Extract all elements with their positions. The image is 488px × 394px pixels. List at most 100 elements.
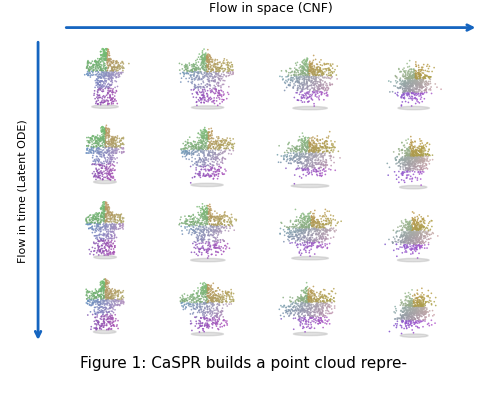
Point bbox=[103, 216, 111, 223]
Point bbox=[411, 152, 419, 159]
Point bbox=[312, 67, 320, 73]
Point bbox=[219, 155, 226, 162]
Point bbox=[105, 151, 113, 157]
Point bbox=[220, 141, 227, 147]
Point bbox=[109, 209, 117, 215]
Point bbox=[416, 84, 424, 91]
Point bbox=[302, 247, 309, 254]
Point bbox=[206, 295, 214, 301]
Point bbox=[102, 125, 110, 131]
Point bbox=[196, 230, 204, 236]
Point bbox=[401, 153, 409, 160]
Point bbox=[96, 56, 103, 63]
Point bbox=[88, 145, 96, 152]
Point bbox=[99, 295, 107, 301]
Point bbox=[90, 169, 98, 175]
Point bbox=[204, 68, 212, 74]
Point bbox=[301, 239, 308, 245]
Point bbox=[221, 222, 228, 228]
Point bbox=[419, 305, 427, 311]
Point bbox=[183, 304, 190, 310]
Point bbox=[195, 75, 203, 81]
Point bbox=[407, 299, 414, 305]
Point bbox=[407, 313, 415, 320]
Point bbox=[212, 215, 220, 221]
Point bbox=[180, 147, 188, 154]
Point bbox=[214, 171, 222, 177]
Point bbox=[286, 156, 294, 162]
Point bbox=[293, 78, 301, 85]
Point bbox=[118, 59, 126, 66]
Point bbox=[207, 231, 215, 238]
Point bbox=[186, 62, 194, 68]
Point bbox=[419, 239, 427, 245]
Point bbox=[119, 214, 126, 221]
Point bbox=[315, 68, 323, 74]
Point bbox=[105, 143, 113, 150]
Point bbox=[318, 170, 326, 176]
Point bbox=[198, 250, 206, 256]
Point bbox=[100, 152, 107, 159]
Point bbox=[315, 224, 323, 230]
Point bbox=[418, 301, 426, 308]
Point bbox=[304, 84, 311, 91]
Point bbox=[301, 141, 308, 147]
Point bbox=[307, 80, 315, 86]
Point bbox=[306, 315, 314, 321]
Point bbox=[197, 145, 204, 152]
Point bbox=[214, 217, 222, 223]
Point bbox=[398, 82, 406, 88]
Point bbox=[412, 74, 420, 80]
Point bbox=[103, 72, 111, 78]
Point bbox=[119, 293, 126, 299]
Point bbox=[407, 155, 415, 162]
Point bbox=[305, 157, 312, 164]
Point bbox=[298, 95, 306, 101]
Point bbox=[417, 234, 425, 240]
Point bbox=[416, 73, 424, 79]
Point bbox=[102, 53, 110, 59]
Point bbox=[221, 243, 229, 249]
Point bbox=[299, 167, 306, 174]
Point bbox=[320, 81, 327, 87]
Point bbox=[183, 71, 191, 77]
Point bbox=[190, 224, 198, 230]
Point bbox=[310, 73, 318, 80]
Point bbox=[412, 75, 420, 81]
Point bbox=[423, 245, 431, 251]
Point bbox=[323, 318, 331, 324]
Point bbox=[405, 240, 413, 246]
Point bbox=[198, 92, 205, 98]
Point bbox=[322, 86, 329, 92]
Point bbox=[417, 224, 425, 230]
Point bbox=[190, 244, 198, 251]
Point bbox=[405, 78, 413, 84]
Point bbox=[219, 149, 227, 155]
Point bbox=[97, 71, 105, 77]
Point bbox=[207, 89, 215, 96]
Point bbox=[293, 150, 301, 156]
Point bbox=[409, 307, 417, 313]
Point bbox=[203, 216, 210, 222]
Point bbox=[217, 239, 224, 245]
Point bbox=[314, 78, 322, 85]
Point bbox=[213, 210, 221, 216]
Point bbox=[104, 170, 112, 177]
Point bbox=[207, 307, 215, 314]
Point bbox=[308, 71, 316, 78]
Point bbox=[417, 80, 425, 87]
Point bbox=[201, 67, 208, 73]
Point bbox=[203, 83, 211, 89]
Point bbox=[195, 318, 203, 324]
Point bbox=[303, 64, 310, 70]
Point bbox=[416, 169, 424, 176]
Point bbox=[202, 322, 210, 329]
Point bbox=[298, 159, 305, 165]
Point bbox=[299, 68, 307, 74]
Point bbox=[86, 221, 94, 227]
Point bbox=[411, 79, 419, 85]
Point bbox=[299, 130, 306, 136]
Point bbox=[189, 240, 197, 247]
Point bbox=[285, 82, 292, 89]
Point bbox=[104, 227, 112, 233]
